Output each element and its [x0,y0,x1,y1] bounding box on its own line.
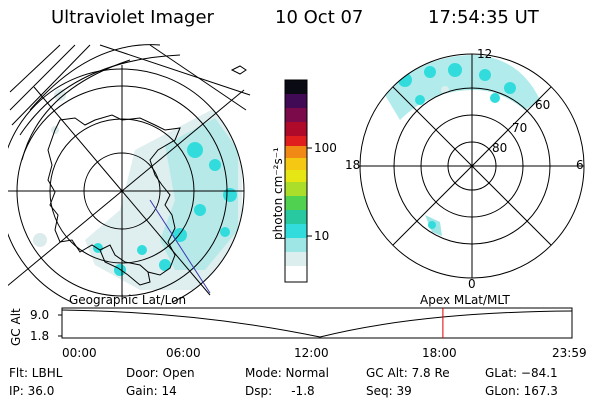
status-door: Door: Open [126,366,195,380]
mlt-label-0: 0 [468,277,476,291]
color-scale-bar [284,79,312,283]
apex-map [359,53,585,279]
timeline-xtick-2359: 23:59 [552,346,587,360]
timeline-xtick-0600: 06:00 [166,346,201,360]
mlt-label-12: 12 [477,47,493,61]
status-ip: IP: 36.0 [9,384,55,398]
colorbar-tick-100: 100 [314,141,337,155]
mlat-label-70: 70 [512,121,528,135]
timeline-xtick-1200: 12:00 [294,346,329,360]
app-title: Ultraviolet Imager [51,7,214,28]
colorbar-unit-label: photon cm⁻²s⁻¹ [271,147,285,240]
timeline-ytick-1: 1.8 [30,329,50,343]
antarctica-coastline [47,114,181,276]
status-mode: Mode: Normal [245,366,329,380]
satellite-track [149,199,211,294]
status-gain: Gain: 14 [126,384,177,398]
colorbar-tick-10: 10 [314,229,330,243]
mlt-label-18: 18 [345,158,361,172]
status-glat: GLat: −84.1 [485,366,558,380]
geographic-map-label: Geographic Lat/Lon [69,293,187,307]
status-glon: GLon: 167.3 [485,384,558,398]
status-gc-alt: GC Alt: 7.8 Re [366,366,450,380]
timeline-xtick-1800: 18:00 [422,346,457,360]
mlat-label-80: 80 [492,141,508,155]
timeline-ylabel: GC Alt [9,308,23,346]
date-label: 10 Oct 07 [275,7,364,28]
mlat-label-60: 60 [535,98,551,112]
status-dsp: Dsp: -1.8 [245,384,315,398]
status-seq: Seq: 39 [366,384,412,398]
geographic-map [8,44,251,302]
mlt-label-6: 6 [576,158,584,172]
apex-aurora-emission [385,55,540,236]
time-label: 17:54:35 UT [428,7,539,28]
timeline-xtick-0000: 00:00 [62,346,97,360]
altitude-curve [61,309,573,338]
timeline-plot [58,307,573,339]
timeline-ytick-9: 9.0 [30,308,50,322]
status-filter: Flt: LBHL [9,366,63,380]
apex-map-label: Apex MLat/MLT [420,293,510,307]
